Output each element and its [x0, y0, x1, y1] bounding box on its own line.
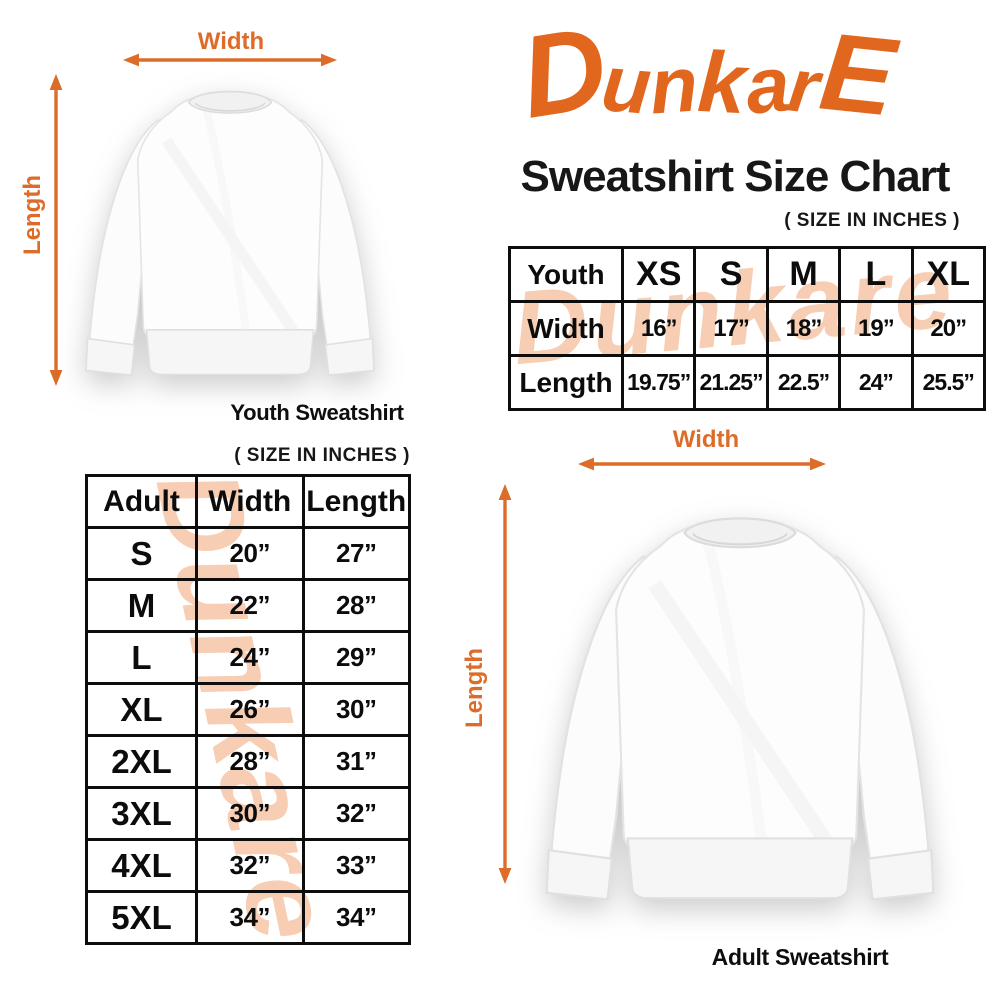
table-row: L 24” 29”: [85, 630, 411, 685]
table-header-row: Youth XS S M L XL: [508, 246, 987, 303]
value-cell: 30”: [301, 682, 411, 737]
column-header-cell: Youth: [508, 246, 624, 303]
units-note-adult: ( SIZE IN INCHES ): [234, 445, 410, 466]
table-row: M 22” 28”: [85, 578, 411, 633]
row-header-cell: XL: [85, 682, 198, 737]
value-cell: 18”: [765, 300, 842, 357]
column-header-cell: XS: [620, 246, 697, 303]
row-header-cell: 4XL: [85, 838, 198, 893]
value-cell: 28”: [301, 578, 411, 633]
value-cell: 19”: [838, 300, 914, 357]
value-cell: 34”: [301, 890, 411, 945]
youth-length-arrow-icon: [49, 74, 63, 386]
value-cell: 30”: [195, 786, 305, 841]
value-cell: 16”: [620, 300, 697, 357]
value-cell: 22.5”: [765, 354, 842, 411]
youth-width-arrow-icon: [123, 53, 337, 67]
table-row: 2XL 28” 31”: [85, 734, 411, 789]
table-row: S 20” 27”: [85, 526, 411, 581]
column-header-cell: Width: [195, 474, 305, 529]
value-cell: 26”: [195, 682, 305, 737]
column-header-cell: M: [765, 246, 842, 303]
table-row: Length 19.75” 21.25” 22.5” 24” 25.5”: [508, 354, 987, 411]
page-title: Sweatshirt Size Chart: [520, 152, 951, 201]
adult-size-table: Adult Width Length S 20” 27” M 22” 28” L 24” 29” XL 2…: [85, 474, 411, 945]
value-cell: 22”: [195, 578, 305, 633]
logo-letter: n: [647, 39, 702, 131]
value-cell: 25.5”: [910, 354, 987, 411]
adult-width-arrow-icon: [578, 457, 826, 471]
youth-width-label: Width: [197, 28, 265, 55]
value-cell: 31”: [301, 734, 411, 789]
row-header-cell: 3XL: [85, 786, 198, 841]
adult-width-label: Width: [672, 426, 740, 453]
column-header-cell: XL: [910, 246, 987, 303]
row-header-cell: 2XL: [85, 734, 198, 789]
value-cell: 21.25”: [693, 354, 769, 411]
value-cell: 24”: [838, 354, 914, 411]
adult-sweatshirt-caption: Adult Sweatshirt: [711, 944, 889, 970]
column-header-cell: S: [693, 246, 769, 303]
row-header-cell: L: [85, 630, 198, 685]
value-cell: 20”: [195, 526, 305, 581]
youth-size-table: Youth XS S M L XL Width 16” 17” 18” 19” 20” Length 19…: [508, 246, 987, 411]
table-row: Width 16” 17” 18” 19” 20”: [508, 300, 987, 357]
logo-letter: k: [695, 33, 749, 133]
table-row: 4XL 32” 33”: [85, 838, 411, 893]
youth-sweatshirt-caption: Youth Sweatshirt: [230, 400, 404, 425]
table-row: 5XL 34” 34”: [85, 890, 411, 945]
youth-sweatshirt-image: [55, 60, 405, 404]
row-header-cell: Length: [508, 354, 624, 411]
value-cell: 34”: [195, 890, 305, 945]
value-cell: 27”: [301, 526, 411, 581]
column-header-cell: L: [838, 246, 914, 303]
column-header-cell: Adult: [85, 474, 198, 529]
row-header-cell: S: [85, 526, 198, 581]
adult-sweatshirt-image: [505, 476, 975, 938]
adult-length-arrow-icon: [498, 484, 512, 884]
row-header-cell: 5XL: [85, 890, 198, 945]
brand-logo: DunkarE: [430, 1, 986, 143]
value-cell: 24”: [195, 630, 305, 685]
table-row: 3XL 30” 32”: [85, 786, 411, 841]
column-header-cell: Length: [301, 474, 411, 529]
value-cell: 28”: [195, 734, 305, 789]
value-cell: 33”: [301, 838, 411, 893]
value-cell: 17”: [693, 300, 769, 357]
adult-length-label: Length: [461, 648, 488, 728]
value-cell: 32”: [195, 838, 305, 893]
value-cell: 32”: [301, 786, 411, 841]
logo-letter: E: [814, 9, 901, 140]
table-header-row: Adult Width Length: [85, 474, 411, 529]
value-cell: 20”: [910, 300, 987, 357]
row-header-cell: Width: [508, 300, 624, 357]
units-note-youth: ( SIZE IN INCHES ): [784, 210, 960, 231]
logo-letter: u: [597, 38, 655, 131]
table-row: XL 26” 30”: [85, 682, 411, 737]
row-header-cell: M: [85, 578, 198, 633]
value-cell: 29”: [301, 630, 411, 685]
value-cell: 19.75”: [620, 354, 697, 411]
